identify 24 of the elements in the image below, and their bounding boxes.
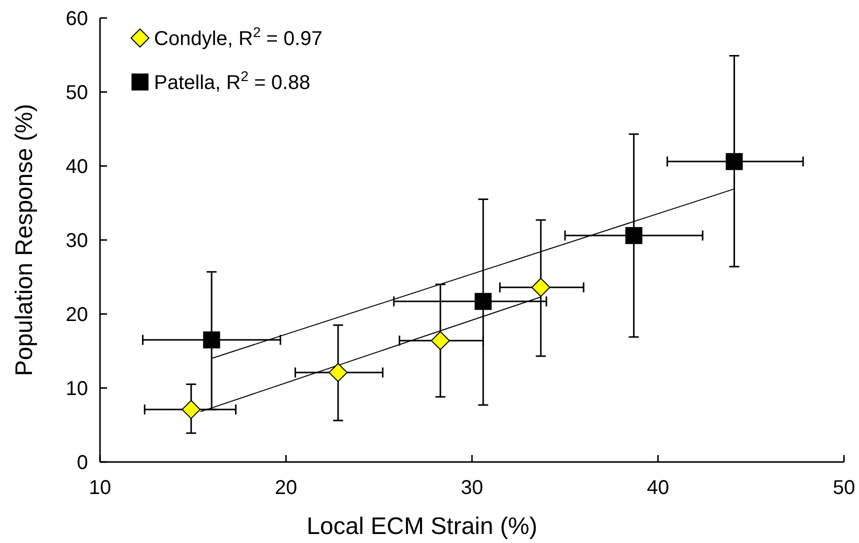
y-tick-label: 0 [76,452,88,474]
point [328,362,348,382]
y-tick-label: 40 [66,156,88,178]
point [625,227,642,244]
point [203,331,220,348]
point [182,400,201,419]
legend-label: Condyle, R$^{2}$ = 0.97 [154,24,322,50]
x-axis-title: Local ECM Strain (%) [306,513,538,540]
y-tick-label: 50 [66,82,88,104]
x-tick-label: 30 [460,477,484,499]
point [726,153,743,170]
point [531,278,550,297]
x-tick-label: 10 [88,477,112,499]
y-axis-title: Population Response (%) [11,104,38,376]
x-tick-label: 50 [832,477,856,499]
y-tick-label: 10 [66,378,88,400]
point [474,292,492,310]
x-tick-label: 40 [646,477,670,499]
y-tick-label: 20 [66,304,88,326]
x-tick-label: 20 [274,477,298,499]
point [430,331,450,350]
legend-label: Patella, R$^{2}$ = 0.88 [154,68,310,94]
y-tick-label: 30 [66,230,88,252]
y-tick-label: 60 [66,8,88,30]
